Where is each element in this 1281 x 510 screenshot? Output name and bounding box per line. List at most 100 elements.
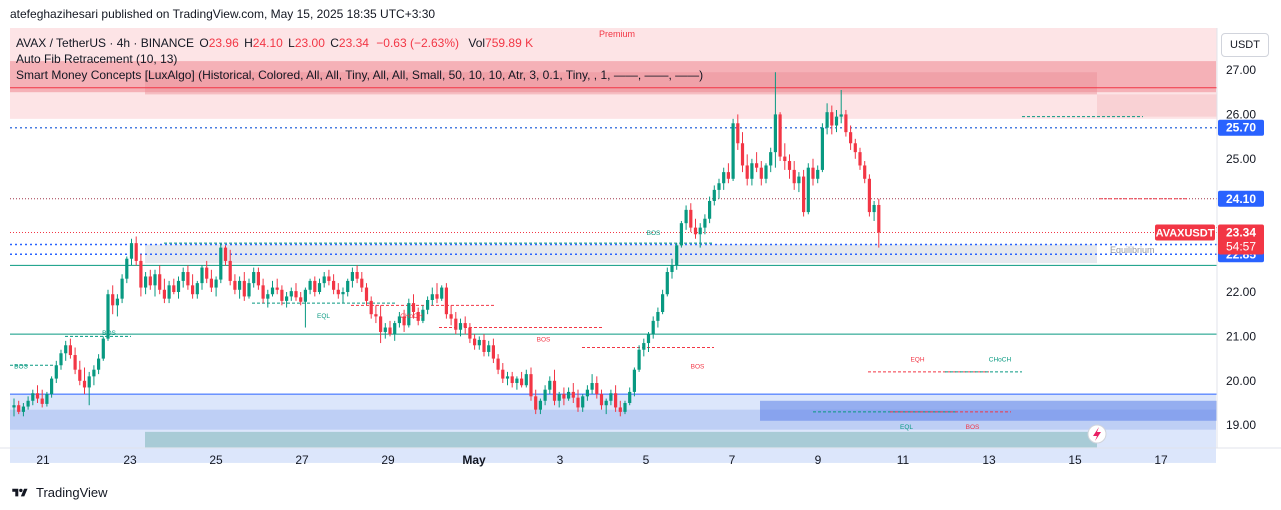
candle-body [252, 272, 256, 284]
candle-body [604, 400, 608, 406]
candle-body [708, 200, 712, 219]
candle-body [651, 320, 655, 335]
candle-body [740, 143, 745, 166]
axes-layer: 27.00 26.00 25.00 22.00 21.00 20.00 19.00 25.70… [0, 28, 1281, 476]
candle-body [717, 183, 721, 190]
candle-body [393, 323, 397, 335]
candle-body [595, 383, 599, 395]
candle-body [769, 152, 773, 166]
candle-body [285, 296, 289, 301]
candles-layer [12, 72, 881, 417]
structure-label: BOS [102, 330, 116, 337]
candle-body [172, 285, 176, 292]
candle-body [670, 265, 674, 273]
symbol-info[interactable]: AVAX / TetherUS · 4h · BINANCE [16, 36, 195, 50]
candle-body [35, 393, 40, 399]
candle-body [369, 300, 373, 315]
candle-body [219, 247, 223, 280]
x-tick-label: 29 [381, 453, 395, 467]
candle-body [552, 380, 557, 401]
indicator-smc[interactable]: Smart Money Concepts [LuxAlgo] (Historic… [16, 68, 704, 82]
candle-body [299, 297, 303, 302]
candle-body [327, 276, 331, 281]
candle-body [802, 176, 806, 213]
candle-body [115, 298, 119, 306]
candle-body [97, 358, 101, 370]
candle-body [289, 291, 293, 297]
candle-body [181, 272, 185, 281]
candle-body [12, 405, 16, 408]
candle-body [642, 343, 646, 350]
candle-body [54, 365, 58, 379]
candle-body [209, 278, 213, 288]
candle-body [270, 287, 275, 295]
low-label: L [288, 36, 295, 50]
candle-body [491, 345, 495, 359]
candle-body [773, 114, 777, 153]
footer-brand[interactable]: TradingView [10, 485, 108, 500]
candle-body [158, 274, 162, 290]
candle-body [332, 280, 336, 290]
candle-body [458, 323, 463, 330]
x-tick-label: 21 [36, 453, 50, 467]
candle-body [628, 391, 632, 403]
candle-body [703, 218, 707, 228]
symbol-row[interactable]: AVAX / TetherUS · 4h · BINANCE O23.96 H2… [16, 35, 703, 51]
candle-body [139, 260, 143, 288]
candle-body [787, 161, 792, 170]
candle-body [383, 327, 387, 332]
candle-body [614, 393, 618, 408]
chart-legend: AVAX / TetherUS · 4h · BINANCE O23.96 H2… [16, 35, 703, 83]
indicator-fib[interactable]: Auto Fib Retracement (10, 13) [16, 52, 178, 66]
candle-body [92, 369, 96, 377]
candle-body [585, 389, 589, 397]
candle-body [867, 178, 871, 213]
candle-body [407, 303, 411, 326]
candle-body [567, 391, 571, 399]
open-value: 23.96 [208, 36, 239, 50]
candle-body [646, 334, 651, 344]
candle-body [755, 163, 759, 168]
candle-body [830, 112, 834, 126]
candle-body [26, 400, 30, 407]
price-tag [1218, 190, 1264, 207]
structure-label: BOS [14, 363, 28, 370]
candle-body [247, 283, 251, 297]
candle-body [101, 338, 105, 359]
y-tick-label: 25.00 [1226, 152, 1256, 166]
candle-body [111, 294, 115, 306]
candle-body [68, 345, 72, 356]
levels-layer [10, 87, 1264, 413]
candle-body [693, 227, 698, 235]
candle-body [736, 123, 740, 144]
candle-body [223, 247, 228, 261]
candle-body [134, 243, 138, 261]
candle-body [129, 243, 134, 259]
currency-unit-button[interactable]: USDT [1221, 33, 1269, 57]
candle-body [374, 314, 378, 317]
candle-body [426, 299, 430, 310]
candle-body [87, 376, 91, 388]
y-tick-label: 26.00 [1226, 107, 1256, 121]
candle-body [322, 276, 326, 284]
candle-body [510, 376, 514, 384]
x-tick-label: 15 [1068, 453, 1082, 467]
candle-body [379, 316, 383, 332]
candle-body [806, 167, 810, 213]
candle-body [21, 406, 25, 412]
last-price-tag [1218, 224, 1264, 255]
candlestick-chart[interactable]: Premium Equilibrium BOS BOS BOS EQL CHoCH BOS B… [0, 28, 1281, 476]
candle-body [402, 316, 406, 326]
footer-brand-text: TradingView [36, 485, 108, 500]
premium-block [10, 61, 1216, 93]
candle-body [256, 272, 260, 286]
candle-body [233, 280, 237, 290]
discount-ob-low [145, 431, 1097, 448]
candle-body [435, 294, 439, 299]
chart-area[interactable]: Premium Equilibrium BOS BOS BOS EQL CHoCH BOS B… [0, 28, 1281, 476]
candle-body [350, 272, 354, 281]
candle-body [599, 394, 604, 406]
premium-label: Premium [599, 29, 635, 39]
candle-body [200, 267, 204, 284]
candle-body [78, 369, 82, 381]
